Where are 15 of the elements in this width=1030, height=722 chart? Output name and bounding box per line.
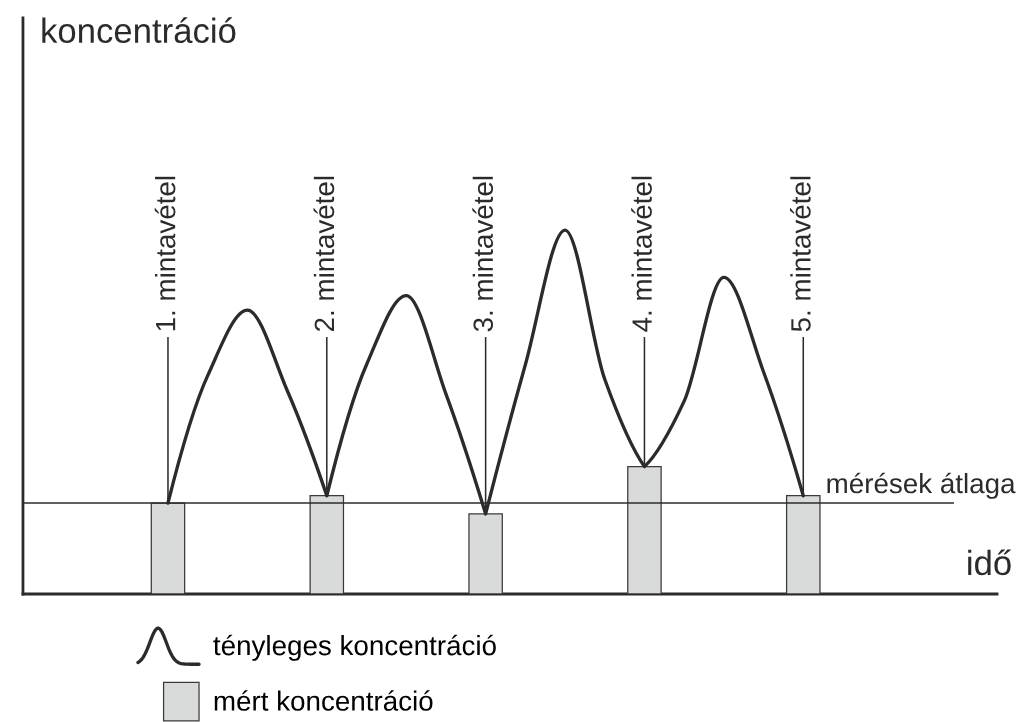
x-tick-label: 4. mintavétel [631,176,652,332]
bar [468,513,503,594]
bar [309,495,345,594]
legend-label: tényleges koncentráció [213,634,496,661]
bar [150,502,186,594]
y-axis-title: koncentráció [42,17,236,44]
x-tick-label: 5. mintavétel [790,176,811,332]
x-tick-label: 3. mintavétel [472,176,494,332]
ref-line-label: mérések átlaga [827,472,1016,499]
x-tick-label: 1. mintavétel [154,176,176,331]
bar [627,466,662,594]
x-tick-label: 2. mintavétel [313,176,335,332]
bar [785,495,821,594]
x-axis-title: idő [968,549,1011,576]
legend-label: mért koncentráció [214,690,433,711]
